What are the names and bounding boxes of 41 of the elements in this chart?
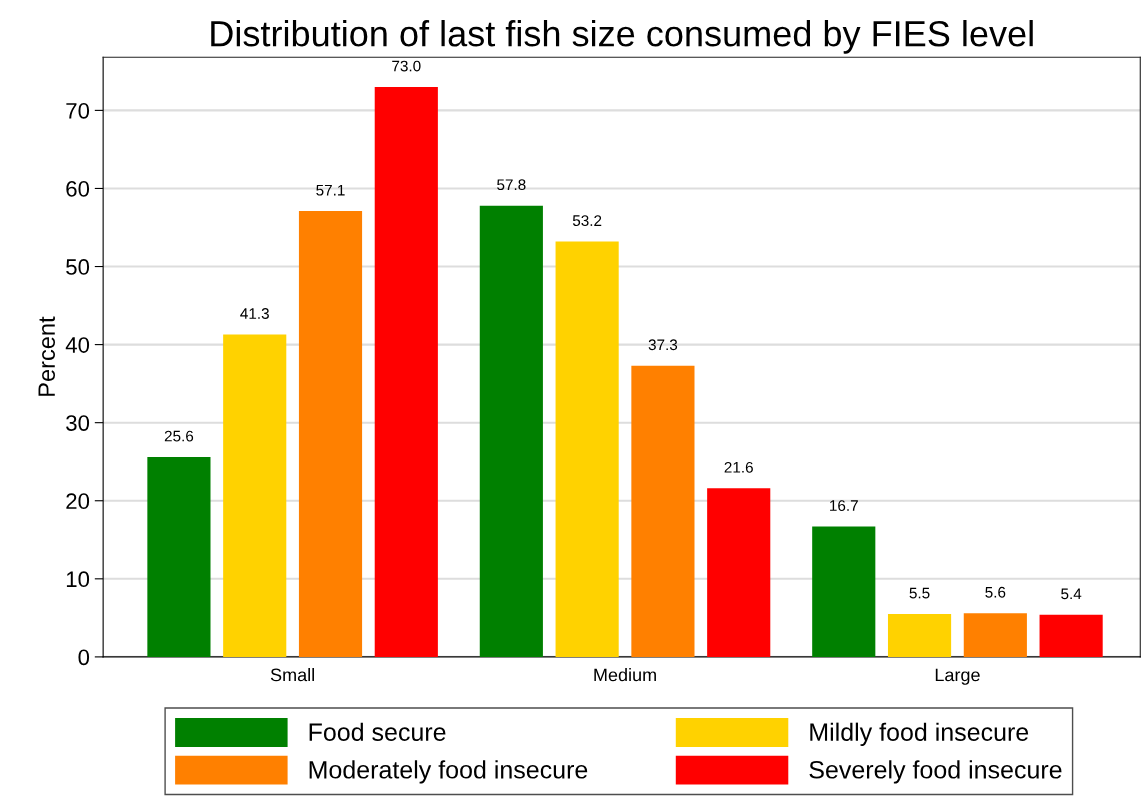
bar [812, 526, 876, 657]
data-label: 37.3 [648, 339, 678, 351]
bar [1039, 614, 1103, 657]
bar [298, 211, 363, 657]
bar [223, 334, 287, 657]
y-tick-label: 70 [66, 102, 90, 119]
bar [555, 241, 619, 657]
data-label: 53.2 [572, 215, 602, 227]
x-tick-label: Small [270, 668, 314, 682]
legend-label: Mildly food insecure [810, 722, 1029, 746]
bar [887, 613, 952, 657]
bar [631, 365, 695, 657]
data-label: 5.4 [1061, 588, 1082, 600]
x-tick-label: Medium [594, 668, 656, 682]
legend-label: Food secure [309, 722, 446, 741]
chart-title: Distribution of last fish size consumed by FIES level [211, 20, 1033, 54]
data-label: 41.3 [240, 308, 269, 319]
bar [479, 205, 543, 657]
data-label: 5.6 [985, 586, 1006, 598]
bar [374, 86, 438, 657]
y-tick-label: 30 [66, 415, 90, 431]
legend-label: Severely food insecure [809, 760, 1062, 784]
data-label: 73.0 [392, 60, 421, 72]
data-label: 25.6 [164, 430, 194, 442]
bar [707, 488, 771, 657]
data-label: 16.7 [830, 500, 858, 511]
bar [963, 613, 1027, 657]
x-tick-label: Large [935, 668, 980, 685]
y-tick-label: 0 [78, 649, 90, 666]
y-tick-label: 50 [66, 259, 90, 275]
y-tick-label: 40 [65, 337, 90, 353]
y-tick-label: 60 [66, 180, 90, 197]
data-label: 5.5 [909, 587, 930, 599]
y-tick-label: 20 [66, 493, 90, 510]
bar [147, 457, 211, 657]
y-axis-title: Percent [38, 316, 56, 396]
data-label: 21.6 [724, 461, 753, 473]
data-label: 57.1 [316, 184, 345, 196]
y-tick-label: 10 [66, 571, 90, 588]
legend-label: Moderately food insecure [309, 760, 588, 784]
data-label: 57.8 [497, 179, 526, 191]
